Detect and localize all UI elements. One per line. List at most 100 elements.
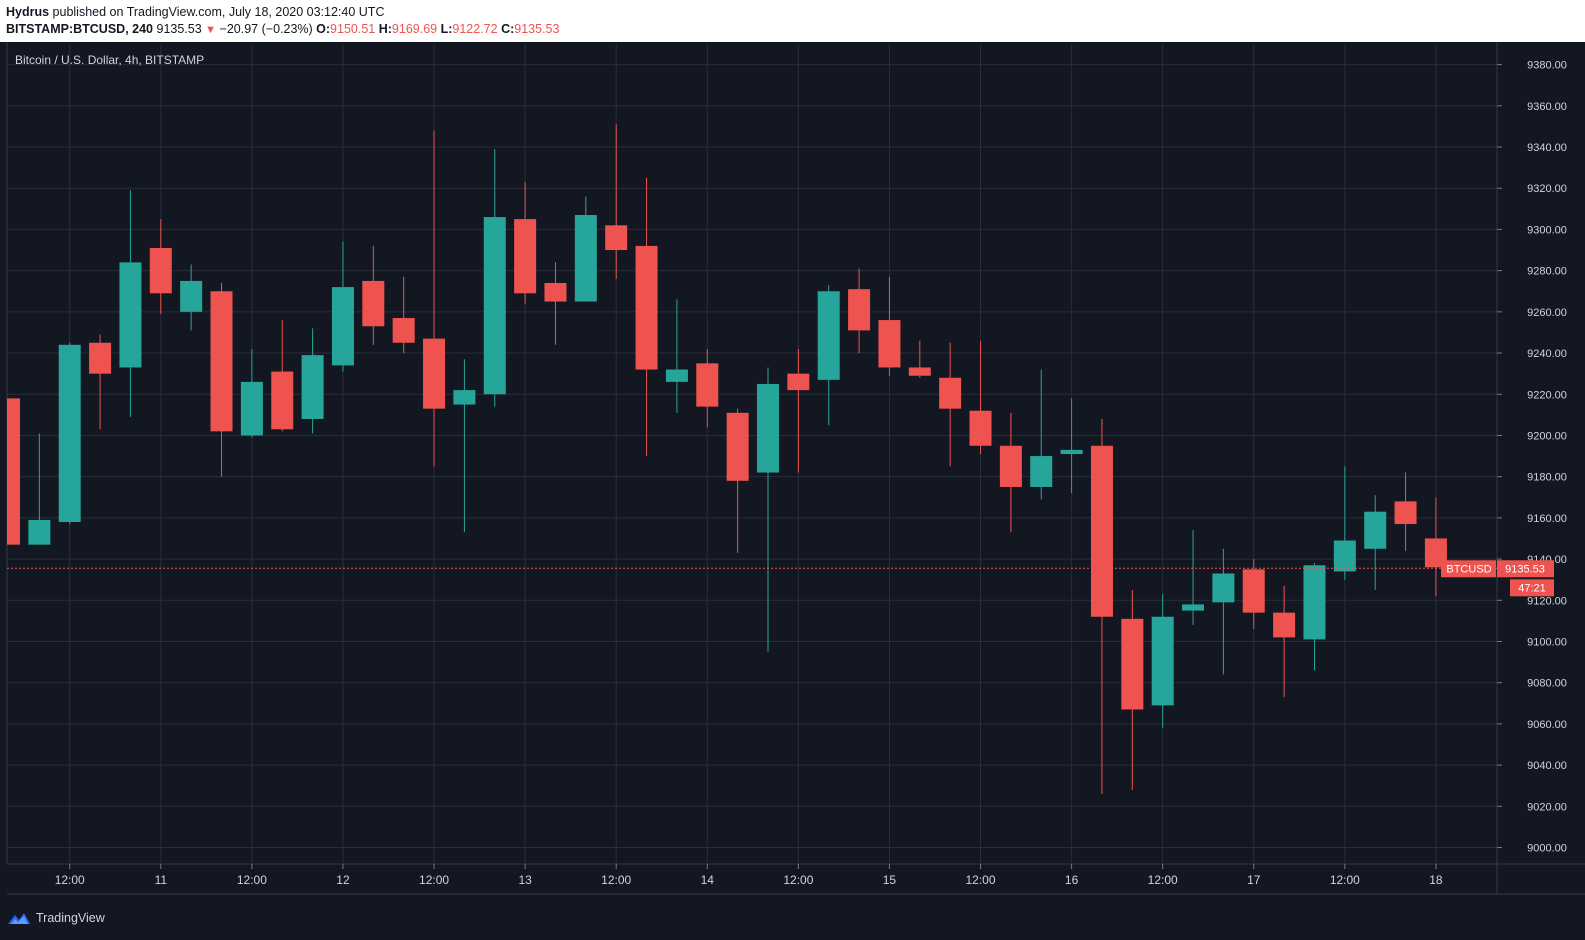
candles[interactable]: [7, 124, 1447, 794]
candle-up[interactable]: [1060, 398, 1083, 494]
candle-body: [514, 219, 537, 294]
candle-up[interactable]: [301, 328, 324, 434]
candle-body: [1242, 569, 1265, 613]
x-tick-label: 11: [155, 873, 168, 887]
y-tick-label: 9380.00: [1527, 60, 1567, 72]
candle-up[interactable]: [1333, 466, 1356, 580]
candle-body: [180, 280, 203, 312]
candle-down[interactable]: [210, 282, 233, 477]
candle-down[interactable]: [999, 412, 1022, 533]
candle-up[interactable]: [817, 285, 840, 426]
candle-body: [696, 363, 719, 407]
candle-down[interactable]: [423, 130, 446, 467]
candle-up[interactable]: [1364, 495, 1387, 590]
candle-down[interactable]: [726, 408, 749, 553]
x-tick-label: 12: [336, 873, 350, 887]
ohlc-legend: BITSTAMP:BTCUSD, 240 9135.53 ▼ −20.97 (−…: [6, 22, 559, 36]
candle-up[interactable]: [331, 241, 354, 372]
candle-body: [1212, 573, 1235, 603]
candle-body: [1121, 618, 1144, 710]
candle-up[interactable]: [757, 367, 779, 652]
candle-down[interactable]: [1273, 585, 1296, 698]
candle-down[interactable]: [149, 219, 172, 314]
candle-body: [1303, 565, 1326, 640]
last-price-value: 9135.53: [156, 22, 202, 36]
candle-down[interactable]: [969, 340, 992, 454]
chart-area[interactable]: Bitcoin / U.S. Dollar, 4h, BITSTAMP 9000…: [0, 42, 1585, 940]
candle-down[interactable]: [362, 245, 385, 345]
candle-body: [878, 320, 901, 368]
candle-up[interactable]: [1182, 530, 1205, 626]
candle-down[interactable]: [908, 340, 931, 378]
candle-up[interactable]: [1303, 563, 1326, 671]
candle-down[interactable]: [1394, 472, 1417, 551]
candle-down[interactable]: [89, 334, 112, 430]
high-value: 9169.69: [391, 22, 438, 36]
candle-up[interactable]: [665, 299, 688, 413]
candle-up[interactable]: [1030, 369, 1053, 500]
candle-down[interactable]: [1424, 497, 1447, 597]
author-name[interactable]: Hydrus: [6, 5, 50, 19]
candle-body: [1394, 501, 1417, 525]
candle-up[interactable]: [574, 196, 597, 302]
candle-up[interactable]: [240, 348, 263, 438]
y-tick-label: 9020.00: [1527, 801, 1567, 813]
candle-body: [635, 245, 658, 370]
candle-up[interactable]: [180, 264, 203, 331]
candle-body: [119, 262, 142, 368]
candle-down[interactable]: [7, 398, 20, 545]
candle-down[interactable]: [514, 182, 537, 304]
candle-body: [757, 383, 779, 473]
candle-body: [999, 445, 1022, 487]
candle-down[interactable]: [939, 342, 962, 467]
candle-up[interactable]: [58, 342, 81, 525]
symbol-interval[interactable]: BITSTAMP:BTCUSD, 240: [6, 22, 154, 36]
down-triangle-icon: ▼: [205, 24, 217, 36]
candle-body: [331, 287, 354, 366]
candle-down[interactable]: [878, 276, 901, 376]
candle-down[interactable]: [271, 320, 294, 432]
x-tick-label: 12:00: [783, 873, 813, 887]
y-tick-label: 9100.00: [1527, 636, 1567, 648]
candle-down[interactable]: [1121, 589, 1144, 790]
tradingview-logo-icon[interactable]: [7, 911, 31, 925]
countdown-value: 47:21: [1518, 582, 1546, 594]
candle-body: [1333, 540, 1356, 572]
chart-title: Bitcoin / U.S. Dollar, 4h, BITSTAMP: [15, 53, 204, 67]
candle-down[interactable]: [787, 348, 810, 473]
candlestick-chart[interactable]: Bitcoin / U.S. Dollar, 4h, BITSTAMP 9000…: [0, 42, 1585, 940]
high-label: H:: [378, 22, 392, 36]
chart-header: Hydrus published on TradingView.com, Jul…: [0, 0, 1585, 42]
candle-up[interactable]: [483, 149, 506, 407]
candle-down[interactable]: [544, 262, 567, 345]
candle-down[interactable]: [392, 276, 415, 354]
candle-body: [28, 519, 51, 545]
candle-body: [453, 390, 476, 405]
y-tick-label: 9240.00: [1527, 348, 1567, 360]
plot-frame: [6, 42, 1585, 895]
candle-down[interactable]: [848, 268, 871, 354]
candle-up[interactable]: [1151, 594, 1174, 729]
candle-down[interactable]: [1090, 418, 1113, 794]
candle-body: [392, 318, 415, 343]
candle-down[interactable]: [605, 124, 628, 279]
candle-up[interactable]: [453, 359, 476, 533]
y-tick-label: 9160.00: [1527, 513, 1567, 525]
open-label: O:: [316, 22, 331, 36]
candle-body: [817, 291, 840, 380]
tradingview-brand[interactable]: TradingView: [36, 911, 105, 925]
price-axis[interactable]: 9000.00 9020.00 9040.00 9060.00 9080.00 9100.…: [1497, 60, 1567, 855]
x-tick-label: 12:00: [1148, 873, 1178, 887]
candle-body: [423, 338, 446, 409]
candle-body: [149, 247, 172, 294]
candle-body: [574, 215, 597, 302]
candle-up[interactable]: [119, 190, 142, 417]
x-tick-label: 12:00: [237, 873, 267, 887]
candle-down[interactable]: [635, 177, 658, 457]
candle-down[interactable]: [1242, 559, 1265, 630]
candle-down[interactable]: [696, 348, 719, 428]
candle-body: [1060, 449, 1083, 454]
time-axis[interactable]: 12:00 11 12:00 12 12:00 13 12:00 14 12:00 15 12:00…: [55, 864, 1443, 887]
candle-up[interactable]: [28, 433, 51, 545]
candle-up[interactable]: [1212, 548, 1235, 675]
